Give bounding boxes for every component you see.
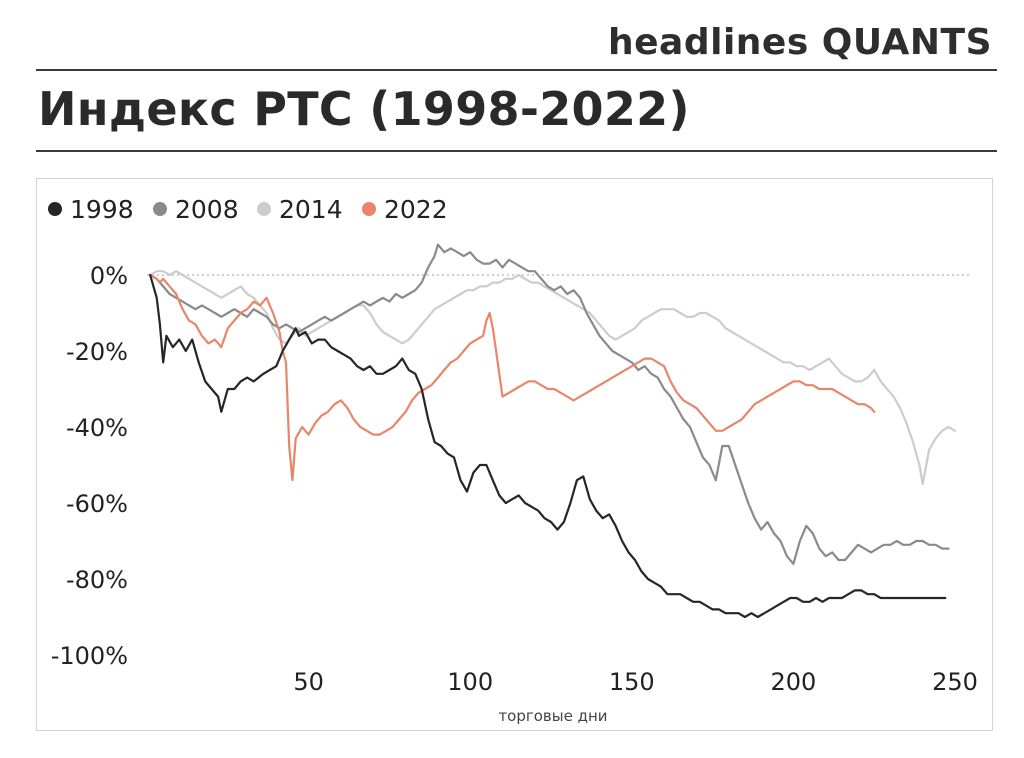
x-axis-label: торговые дни <box>498 707 607 725</box>
y-tick-label: -40% <box>66 414 128 442</box>
legend-item-2008: 2008 <box>153 195 239 224</box>
chart-frame <box>36 178 993 731</box>
brand-logo-text: headlines QUANTS <box>608 22 992 63</box>
series-line-2022 <box>149 273 876 482</box>
series-line-1998 <box>149 273 947 619</box>
legend-marker-icon <box>362 202 376 216</box>
series-line-2014 <box>149 270 957 486</box>
legend-item-2022: 2022 <box>362 195 448 224</box>
legend-label: 2008 <box>175 195 239 224</box>
y-tick-label: -100% <box>51 642 128 670</box>
x-tick-label: 50 <box>293 668 324 696</box>
legend-marker-icon <box>257 202 271 216</box>
legend-label: 2022 <box>384 195 448 224</box>
legend-item-2014: 2014 <box>257 195 343 224</box>
legend-label: 2014 <box>279 195 343 224</box>
x-tick-label: 100 <box>447 668 493 696</box>
y-tick-label: -80% <box>66 566 128 594</box>
x-axis-tick-labels: 50 100 150 200 250 <box>293 668 978 696</box>
series-line-2008 <box>149 243 950 565</box>
legend-marker-icon <box>48 202 62 216</box>
legend-label: 1998 <box>70 195 134 224</box>
header-divider-bottom <box>36 150 997 152</box>
legend-item-1998: 1998 <box>48 195 134 224</box>
legend-marker-icon <box>153 202 167 216</box>
y-tick-label: -60% <box>66 490 128 518</box>
x-tick-label: 200 <box>770 668 816 696</box>
chart-legend: 1998 2008 2014 2022 <box>48 195 448 224</box>
y-tick-label: 0% <box>90 262 128 290</box>
header-divider-top <box>36 69 997 71</box>
chart-series-group <box>149 243 957 619</box>
y-tick-label: -20% <box>66 338 128 366</box>
x-tick-label: 250 <box>932 668 978 696</box>
y-axis-tick-labels: 0% -20% -40% -60% -80% -100% <box>51 262 128 670</box>
page-title: Индекс РТС (1998-2022) <box>38 82 690 136</box>
x-tick-label: 150 <box>609 668 655 696</box>
